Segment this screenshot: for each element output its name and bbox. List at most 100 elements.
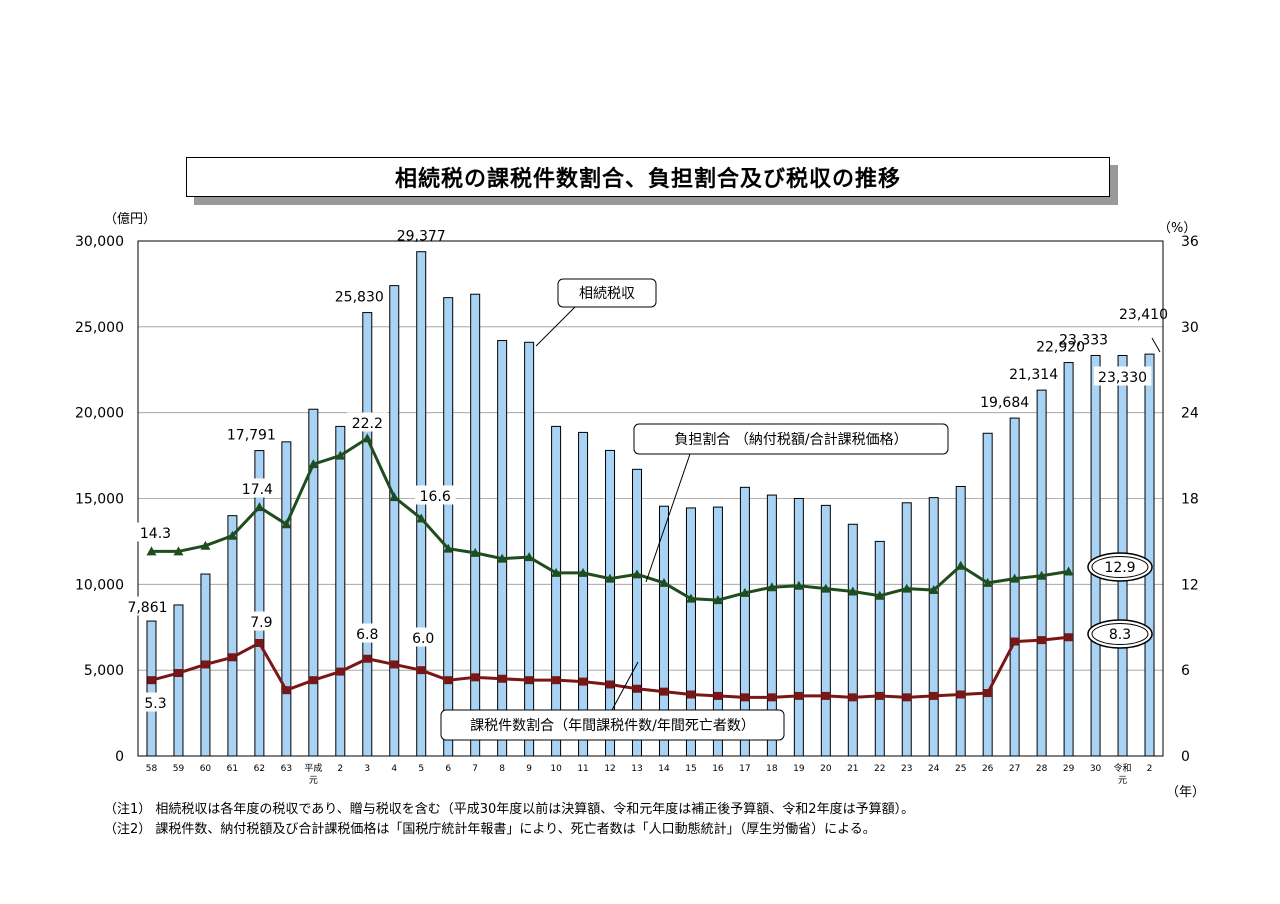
burden-ratio-point (389, 492, 400, 502)
bar (928, 497, 939, 757)
footnote-2: （注2） 課税件数、納付税額及び合計課税価格は「国税庁統計年報書」により、死亡者… (104, 822, 876, 837)
bar (254, 450, 265, 757)
burden-value-label: 14.3 (140, 526, 171, 542)
bar-label-leader (1151, 337, 1161, 353)
burden-ratio-point (578, 567, 589, 577)
bar (658, 505, 669, 757)
bar-value-label: 7,861 (127, 600, 167, 616)
taxable-value-label: 5.3 (144, 696, 166, 712)
callout-taxable-ratio-box (440, 709, 785, 741)
x-tick-label: 61 (227, 764, 238, 774)
bar-value-label: 23,330 (1098, 370, 1147, 386)
taxable-ratio-point (606, 680, 615, 689)
x-tick-label: 17 (739, 764, 750, 774)
bar (982, 432, 993, 757)
x-tick-label: 2 (1147, 764, 1153, 774)
burden-ratio-point (443, 543, 454, 553)
taxable-ratio-point (767, 693, 776, 702)
bar (1009, 417, 1020, 757)
x-tick-label: 62 (254, 764, 265, 774)
bar (389, 285, 400, 757)
x-tick-label: 8 (499, 764, 505, 774)
taxable-ratio-point (686, 690, 695, 699)
x-tick-label: 58 (146, 764, 158, 774)
taxable-value-label: 6.0 (412, 631, 434, 647)
taxable-ratio-point (929, 691, 938, 700)
bar-value-label-bg (122, 596, 172, 616)
bar (524, 341, 535, 757)
bar (685, 507, 696, 757)
bar-value-label: 19,684 (980, 395, 1029, 411)
taxable-ratio-point (498, 674, 507, 683)
burden-ratio-point (820, 583, 831, 593)
taxable-last-value-oval (1087, 619, 1153, 649)
x-tick-label: 4 (391, 764, 397, 774)
bar-value-label: 23,333 (1059, 332, 1108, 348)
burden-value-label: 17.4 (242, 482, 273, 498)
bar (551, 425, 562, 757)
taxable-ratio-point (309, 676, 318, 685)
burden-ratio-point (1063, 566, 1074, 576)
burden-ratio-point (335, 450, 346, 460)
x-tick-label: 27 (1009, 764, 1020, 774)
burden-last-value-oval (1087, 552, 1153, 582)
plot-area (137, 240, 1164, 757)
burden-ratio-point (632, 569, 643, 579)
taxable-last-value: 8.3 (1109, 627, 1131, 643)
bar-value-label: 25,830 (335, 290, 384, 306)
burden-value-label: 22.2 (352, 416, 383, 432)
bar (847, 523, 858, 757)
bar (766, 494, 777, 757)
taxable-ratio-point (1010, 637, 1019, 646)
x-tick-label: 59 (173, 764, 185, 774)
x-tick-label: 11 (577, 764, 588, 774)
burden-ratio-point (524, 552, 535, 562)
taxable-value-label-bg (139, 692, 172, 712)
burden-ratio-point (146, 546, 157, 556)
burden-ratio-point (308, 459, 319, 469)
bar (443, 297, 454, 757)
burden-ratio-point (793, 580, 804, 590)
taxable-value-label: 6.8 (356, 627, 378, 643)
burden-ratio-point (281, 519, 292, 529)
burden-ratio-point (874, 590, 885, 600)
taxable-value-label: 7.9 (250, 615, 272, 631)
callout-tax-revenue-box (557, 278, 657, 308)
bar-value-label: 22,920 (1036, 340, 1085, 356)
right-tick-label: 30 (1181, 320, 1199, 336)
taxable-value-label-bg (407, 627, 440, 647)
burden-ratio-point (901, 583, 912, 593)
x-tick-label: 25 (955, 764, 966, 774)
bar (793, 498, 804, 757)
x-tick-label: 5 (418, 764, 424, 774)
taxable-ratio-point (794, 691, 803, 700)
bar-value-label: 23,410 (1119, 307, 1168, 323)
burden-ratio-point (200, 540, 211, 550)
x-tick-label: 22 (874, 764, 885, 774)
bar (1090, 354, 1101, 757)
bar (146, 620, 157, 757)
callout-burden-ratio-leader (645, 453, 691, 583)
taxable-ratio-point (875, 691, 884, 700)
burden-ratio-point (470, 547, 481, 557)
burden-last-value-oval-inner (1091, 556, 1149, 578)
x-tick-label: 2 (337, 764, 343, 774)
x-tick-label: 10 (550, 764, 562, 774)
bar (281, 441, 292, 757)
left-tick-label: 5,000 (84, 663, 124, 679)
burden-ratio-point (362, 433, 373, 443)
burden-value-label: 16.6 (420, 489, 451, 505)
left-tick-label: 20,000 (75, 406, 124, 422)
bar (874, 540, 885, 757)
right-axis-unit: （%） (1158, 221, 1196, 236)
x-tick-label: 26 (982, 764, 994, 774)
taxable-ratio-point (1064, 633, 1073, 642)
callout-taxable-ratio-leader (611, 661, 639, 711)
bar (605, 449, 616, 757)
taxable-ratio-point (255, 638, 264, 647)
burden-ratio-point (416, 513, 427, 523)
bar (362, 312, 373, 757)
bar (901, 502, 912, 757)
x-tick-label: 30 (1090, 764, 1102, 774)
